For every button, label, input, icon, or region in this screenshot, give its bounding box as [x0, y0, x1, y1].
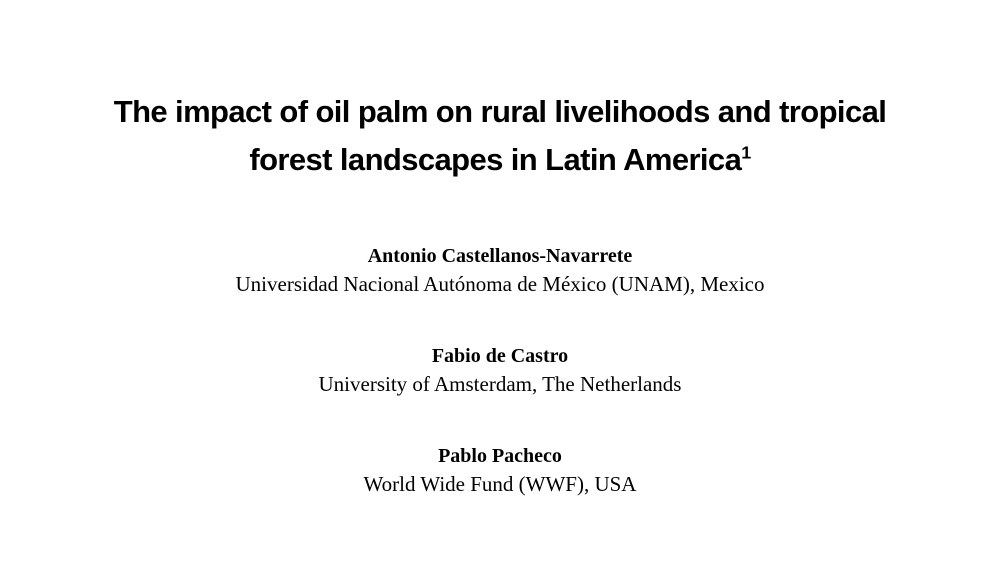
paper-title-line-1: The impact of oil palm on rural liveliho…	[113, 94, 887, 129]
paper-title-page: The impact of oil palm on rural liveliho…	[0, 88, 1000, 586]
author-name-3: Pablo Pacheco	[438, 445, 562, 467]
author-block-3: Pablo Pacheco World Wide Fund (WWF), USA	[0, 442, 1000, 498]
author-block-1: Antonio Castellanos-Navarrete Universida…	[0, 242, 1000, 298]
author-block-2: Fabio de Castro University of Amsterdam,…	[0, 342, 1000, 398]
paper-title: The impact of oil palm on rural liveliho…	[0, 88, 1000, 184]
author-list: Antonio Castellanos-Navarrete Universida…	[0, 242, 1000, 498]
author-name-1: Antonio Castellanos-Navarrete	[367, 245, 633, 267]
title-footnote-marker: 1	[741, 142, 751, 163]
author-affiliation-2: University of Amsterdam, The Netherlands	[318, 372, 682, 396]
author-affiliation-3: World Wide Fund (WWF), USA	[363, 472, 637, 496]
paper-title-line-2-text: forest landscapes in Latin America	[249, 142, 742, 177]
author-affiliation-1: Universidad Nacional Autónoma de México …	[235, 272, 765, 296]
author-name-2: Fabio de Castro	[431, 345, 569, 367]
paper-title-line-2: forest landscapes in Latin America1	[40, 136, 960, 184]
